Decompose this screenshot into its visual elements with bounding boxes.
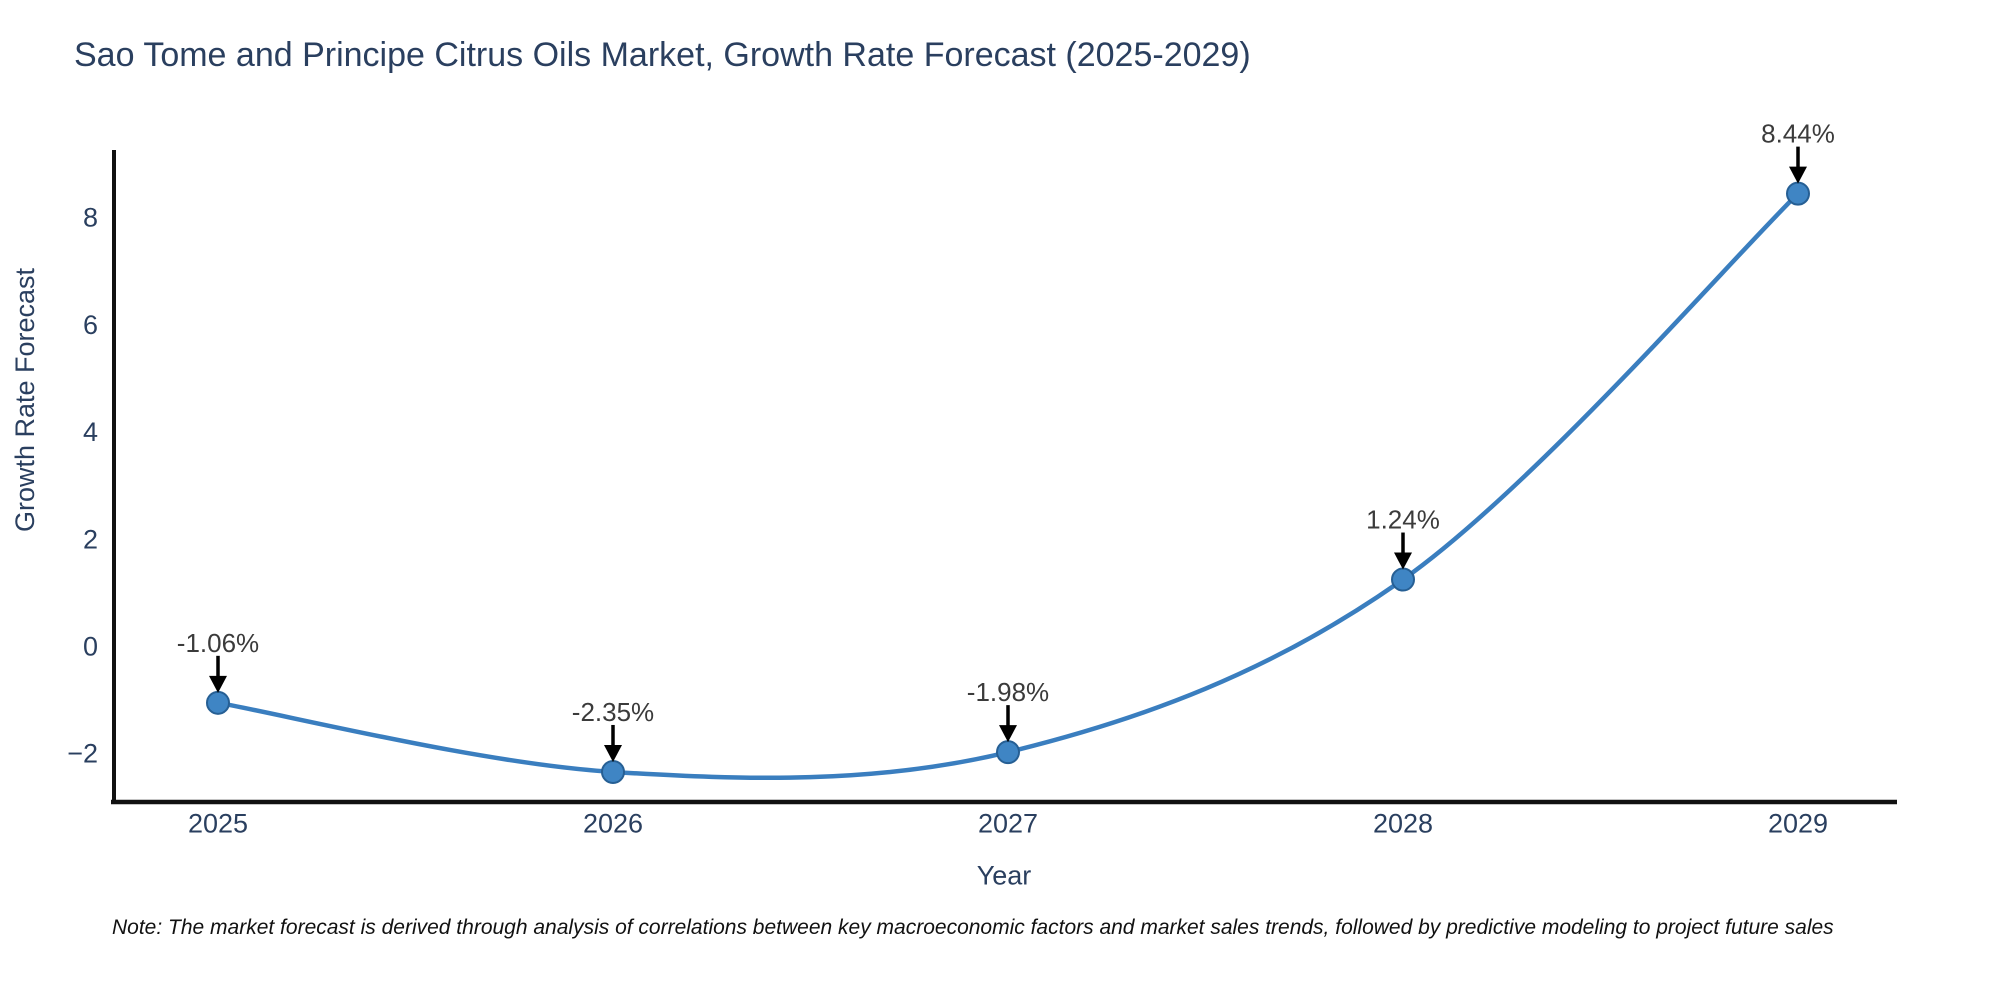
annotation-arrowhead-icon xyxy=(1394,552,1412,570)
point-annotation: -2.35% xyxy=(572,697,654,727)
y-tick-label: −2 xyxy=(67,739,98,769)
data-point-marker[interactable] xyxy=(1391,567,1415,592)
x-tick-label: 2025 xyxy=(188,808,248,838)
point-annotation: -1.06% xyxy=(177,628,259,658)
x-tick-label: 2029 xyxy=(1768,808,1828,838)
y-tick-label: 8 xyxy=(83,203,98,233)
y-tick-label: 0 xyxy=(83,631,98,661)
point-annotation: 1.24% xyxy=(1366,505,1440,535)
annotation-arrowhead-icon xyxy=(604,744,622,762)
x-tick-label: 2027 xyxy=(978,808,1038,838)
data-point-marker[interactable] xyxy=(601,759,625,784)
data-point-marker[interactable] xyxy=(996,740,1020,765)
y-tick-label: 4 xyxy=(83,417,98,447)
point-annotation: -1.98% xyxy=(967,677,1049,707)
annotation-arrowhead-icon xyxy=(999,725,1017,743)
data-point-marker[interactable] xyxy=(206,690,230,715)
data-point-marker[interactable] xyxy=(1786,181,1810,206)
trend-line xyxy=(215,191,1801,781)
y-tick-label: 2 xyxy=(83,524,98,554)
chart-title: Sao Tome and Principe Citrus Oils Market… xyxy=(74,36,1251,74)
x-axis-title: Year xyxy=(977,860,1032,890)
point-annotation: 8.44% xyxy=(1761,119,1835,149)
y-axis-title: Growth Rate Forecast xyxy=(10,267,40,532)
footnote: Note: The market forecast is derived thr… xyxy=(112,916,1834,939)
annotation-arrowhead-icon xyxy=(209,675,227,693)
x-tick-label: 2028 xyxy=(1373,808,1433,838)
annotation-arrowhead-icon xyxy=(1789,166,1807,184)
x-tick-label: 2026 xyxy=(583,808,643,838)
y-tick-label: 6 xyxy=(83,310,98,340)
